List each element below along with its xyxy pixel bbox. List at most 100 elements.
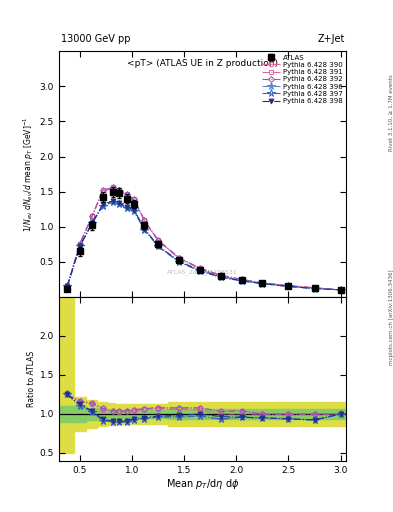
Pythia 6.428 396 bbox=[218, 274, 223, 281]
Pythia 6.428 398 bbox=[111, 198, 116, 204]
Pythia 6.428 390 bbox=[218, 273, 223, 279]
Pythia 6.428 391 bbox=[286, 283, 291, 289]
Line: Pythia 6.428 397: Pythia 6.428 397 bbox=[64, 198, 344, 294]
Pythia 6.428 397 bbox=[260, 281, 265, 287]
Pythia 6.428 398 bbox=[176, 258, 181, 264]
Pythia 6.428 391 bbox=[142, 218, 147, 224]
Pythia 6.428 391 bbox=[117, 186, 122, 193]
Pythia 6.428 391 bbox=[100, 187, 105, 194]
Pythia 6.428 390 bbox=[117, 187, 122, 194]
Pythia 6.428 390 bbox=[111, 185, 116, 191]
Text: mcplots.cern.ch [arXiv:1306.3436]: mcplots.cern.ch [arXiv:1306.3436] bbox=[389, 270, 393, 365]
Pythia 6.428 392 bbox=[156, 237, 160, 243]
Pythia 6.428 392 bbox=[90, 212, 95, 219]
Pythia 6.428 390 bbox=[77, 241, 82, 247]
Pythia 6.428 391 bbox=[338, 287, 343, 293]
Pythia 6.428 392 bbox=[132, 196, 136, 202]
Pythia 6.428 396 bbox=[338, 287, 343, 293]
Pythia 6.428 398 bbox=[218, 273, 223, 280]
Pythia 6.428 390 bbox=[65, 283, 70, 289]
Pythia 6.428 398 bbox=[90, 220, 95, 226]
Pythia 6.428 390 bbox=[100, 188, 105, 195]
Pythia 6.428 391 bbox=[65, 283, 70, 289]
Pythia 6.428 390 bbox=[142, 218, 147, 224]
Pythia 6.428 398 bbox=[100, 201, 105, 207]
Pythia 6.428 390 bbox=[286, 283, 291, 289]
Pythia 6.428 396 bbox=[156, 243, 160, 249]
Pythia 6.428 398 bbox=[197, 267, 202, 273]
Pythia 6.428 391 bbox=[260, 280, 265, 286]
Pythia 6.428 397 bbox=[218, 274, 223, 281]
Pythia 6.428 398 bbox=[77, 243, 82, 249]
Pythia 6.428 391 bbox=[218, 272, 223, 278]
Pythia 6.428 398 bbox=[125, 204, 129, 210]
Pythia 6.428 398 bbox=[156, 243, 160, 249]
Pythia 6.428 397 bbox=[132, 208, 136, 215]
Pythia 6.428 390 bbox=[312, 285, 317, 291]
Pythia 6.428 392 bbox=[65, 283, 70, 289]
Pythia 6.428 398 bbox=[312, 286, 317, 292]
Pythia 6.428 392 bbox=[286, 283, 291, 289]
Pythia 6.428 391 bbox=[239, 276, 244, 283]
Pythia 6.428 391 bbox=[90, 212, 95, 219]
Pythia 6.428 397 bbox=[156, 243, 160, 249]
Line: Pythia 6.428 398: Pythia 6.428 398 bbox=[65, 198, 343, 292]
Pythia 6.428 396 bbox=[100, 203, 105, 209]
Text: Rivet 3.1.10, ≥ 1.7M events: Rivet 3.1.10, ≥ 1.7M events bbox=[389, 74, 393, 151]
X-axis label: Mean $p_T$/d$\eta$ d$\phi$: Mean $p_T$/d$\eta$ d$\phi$ bbox=[166, 477, 239, 492]
Pythia 6.428 398 bbox=[286, 283, 291, 289]
Pythia 6.428 396 bbox=[90, 220, 95, 226]
Legend: ATLAS, Pythia 6.428 390, Pythia 6.428 391, Pythia 6.428 392, Pythia 6.428 396, P: ATLAS, Pythia 6.428 390, Pythia 6.428 39… bbox=[261, 53, 344, 105]
Pythia 6.428 397 bbox=[312, 286, 317, 292]
Pythia 6.428 392 bbox=[239, 276, 244, 283]
Pythia 6.428 396 bbox=[286, 283, 291, 289]
Pythia 6.428 397 bbox=[286, 283, 291, 289]
Pythia 6.428 398 bbox=[260, 281, 265, 287]
Line: Pythia 6.428 396: Pythia 6.428 396 bbox=[64, 198, 344, 294]
Pythia 6.428 392 bbox=[117, 186, 122, 193]
Line: Pythia 6.428 391: Pythia 6.428 391 bbox=[65, 185, 343, 292]
Pythia 6.428 396 bbox=[77, 243, 82, 249]
Pythia 6.428 396 bbox=[260, 281, 265, 287]
Pythia 6.428 397 bbox=[111, 199, 116, 205]
Pythia 6.428 397 bbox=[77, 243, 82, 249]
Pythia 6.428 396 bbox=[312, 286, 317, 292]
Y-axis label: $1/N_{ev}\ dN_{ev}/d\ \mathrm{mean}\ p_T\ [\mathrm{GeV}]^{-1}$: $1/N_{ev}\ dN_{ev}/d\ \mathrm{mean}\ p_T… bbox=[21, 116, 35, 232]
Line: Pythia 6.428 390: Pythia 6.428 390 bbox=[65, 186, 343, 292]
Pythia 6.428 391 bbox=[176, 254, 181, 261]
Pythia 6.428 392 bbox=[338, 287, 343, 293]
Pythia 6.428 397 bbox=[65, 283, 70, 289]
Pythia 6.428 396 bbox=[117, 201, 122, 207]
Pythia 6.428 390 bbox=[125, 192, 129, 198]
Pythia 6.428 396 bbox=[239, 278, 244, 284]
Pythia 6.428 392 bbox=[125, 191, 129, 198]
Pythia 6.428 397 bbox=[176, 259, 181, 265]
Text: ATLAS_2019_I1736531: ATLAS_2019_I1736531 bbox=[167, 269, 238, 275]
Pythia 6.428 398 bbox=[132, 207, 136, 213]
Pythia 6.428 398 bbox=[142, 226, 147, 232]
Pythia 6.428 396 bbox=[142, 226, 147, 232]
Pythia 6.428 397 bbox=[117, 201, 122, 207]
Pythia 6.428 391 bbox=[156, 237, 160, 243]
Pythia 6.428 396 bbox=[176, 259, 181, 265]
Pythia 6.428 397 bbox=[90, 220, 95, 226]
Pythia 6.428 390 bbox=[197, 266, 202, 272]
Pythia 6.428 397 bbox=[125, 205, 129, 211]
Pythia 6.428 397 bbox=[338, 287, 343, 293]
Pythia 6.428 390 bbox=[156, 238, 160, 244]
Line: Pythia 6.428 392: Pythia 6.428 392 bbox=[65, 185, 343, 292]
Text: Z+Jet: Z+Jet bbox=[318, 33, 345, 44]
Pythia 6.428 392 bbox=[197, 265, 202, 271]
Pythia 6.428 392 bbox=[77, 241, 82, 247]
Pythia 6.428 398 bbox=[65, 283, 70, 289]
Pythia 6.428 390 bbox=[338, 287, 343, 293]
Text: <pT> (ATLAS UE in Z production): <pT> (ATLAS UE in Z production) bbox=[127, 58, 278, 68]
Pythia 6.428 397 bbox=[197, 268, 202, 274]
Pythia 6.428 391 bbox=[197, 265, 202, 271]
Pythia 6.428 392 bbox=[100, 187, 105, 194]
Pythia 6.428 391 bbox=[132, 196, 136, 202]
Pythia 6.428 396 bbox=[111, 199, 116, 205]
Pythia 6.428 397 bbox=[100, 203, 105, 209]
Pythia 6.428 398 bbox=[338, 287, 343, 293]
Pythia 6.428 390 bbox=[132, 197, 136, 203]
